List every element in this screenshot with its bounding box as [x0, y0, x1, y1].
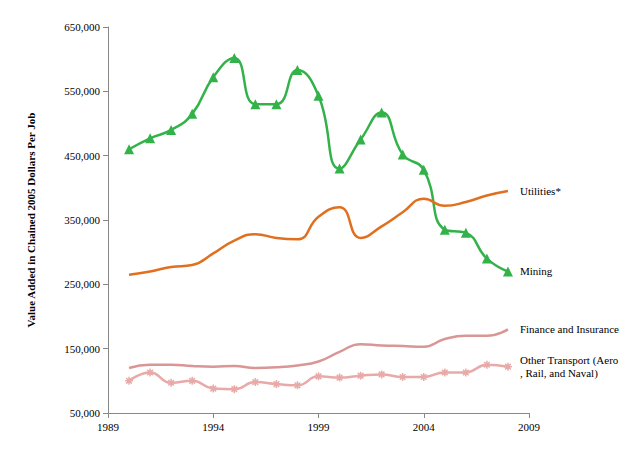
svg-text:Utilities*: Utilities*: [520, 185, 561, 197]
svg-text:Value Added in Chained 2005 Do: Value Added in Chained 2005 Dollars Per …: [25, 113, 37, 328]
svg-text:450,000: 450,000: [64, 150, 100, 162]
svg-text:Mining: Mining: [520, 265, 553, 277]
svg-text:2009: 2009: [518, 421, 541, 433]
svg-text:, Rail, and Naval): , Rail, and Naval): [520, 367, 598, 380]
svg-text:650,000: 650,000: [64, 21, 100, 33]
svg-text:1994: 1994: [202, 421, 225, 433]
svg-text:550,000: 550,000: [64, 85, 100, 97]
svg-text:1989: 1989: [97, 421, 120, 433]
svg-text:2004: 2004: [413, 421, 436, 433]
svg-text:350,000: 350,000: [64, 214, 100, 226]
svg-text:150,000: 150,000: [64, 343, 100, 355]
svg-text:1999: 1999: [308, 421, 331, 433]
svg-text:250,000: 250,000: [64, 278, 100, 290]
svg-text:Other Transport (Aero: Other Transport (Aero: [520, 354, 619, 367]
svg-text:Finance and Insurance: Finance and Insurance: [520, 323, 619, 335]
svg-text:50,000: 50,000: [70, 407, 101, 419]
